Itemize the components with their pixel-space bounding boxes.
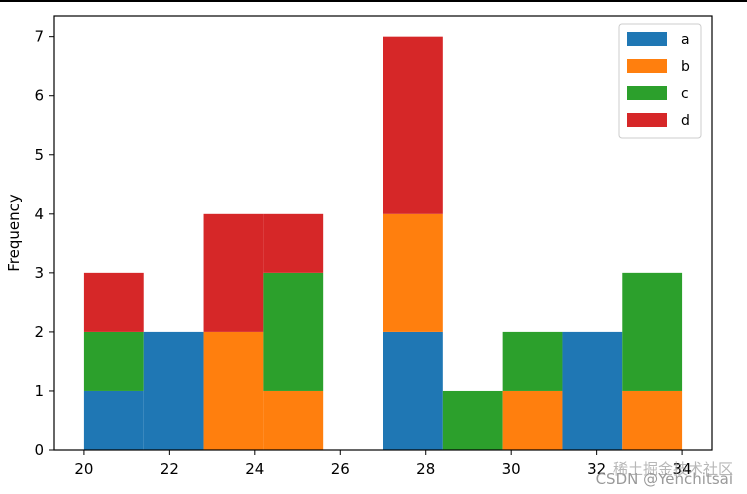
y-tick-label-2: 2	[34, 323, 44, 341]
y-tick-label-0: 0	[34, 441, 44, 459]
legend-swatch-c	[627, 86, 667, 100]
bar-b-bin-7	[502, 390, 563, 450]
legend-swatch-a	[627, 32, 667, 46]
top-border-line	[0, 0, 747, 2]
plot-frame	[53, 15, 713, 451]
x-tick-label-32: 32	[587, 460, 606, 478]
x-tick-label-30: 30	[502, 460, 521, 478]
y-tick-label-7: 7	[34, 28, 44, 46]
bar-a-bin-5	[383, 331, 443, 450]
watermark-csdn: CSDN @Yenchitsai	[596, 470, 733, 488]
bar-c-bin-3	[263, 272, 324, 391]
y-tick-label-5: 5	[34, 146, 44, 164]
bar-c-bin-7	[502, 331, 563, 391]
legend-label-b: b	[681, 59, 690, 75]
bar-b-bin-2	[203, 331, 264, 450]
bar-d-bin-3	[263, 213, 324, 273]
x-tick-label-34: 34	[673, 460, 692, 478]
bar-b-bin-9	[622, 390, 683, 450]
legend-label-c: c	[681, 86, 689, 102]
y-tick-label-3: 3	[34, 264, 44, 282]
bar-d-bin-5	[383, 36, 443, 214]
bar-a-bin-1	[143, 331, 204, 450]
bar-d-bin-0	[83, 272, 144, 332]
legend-label-d: d	[681, 113, 690, 129]
x-tick-label-24: 24	[245, 460, 264, 478]
y-axis-label: Frequency	[5, 194, 23, 272]
x-tick-label-22: 22	[160, 460, 179, 478]
y-tick-label-1: 1	[34, 382, 44, 400]
legend-swatch-b	[627, 59, 667, 73]
bar-d-bin-2	[203, 213, 264, 332]
bar-c-bin-9	[622, 272, 683, 391]
legend-label-a: a	[681, 32, 690, 48]
bar-a-bin-0	[83, 390, 144, 450]
x-tick-label-20: 20	[74, 460, 93, 478]
watermark-juejin: 稀土掘金技术社区	[613, 460, 733, 478]
legend-box	[618, 23, 702, 139]
bar-c-bin-0	[83, 331, 144, 391]
bar-a-bin-8	[562, 331, 623, 450]
x-tick-label-28: 28	[416, 460, 435, 478]
bar-b-bin-5	[383, 213, 443, 332]
y-tick-label-6: 6	[34, 87, 44, 105]
bar-b-bin-3	[263, 390, 324, 450]
bar-c-bin-6	[442, 390, 503, 450]
x-tick-label-26: 26	[331, 460, 350, 478]
legend-swatch-d	[627, 113, 667, 127]
y-tick-label-4: 4	[34, 205, 44, 223]
